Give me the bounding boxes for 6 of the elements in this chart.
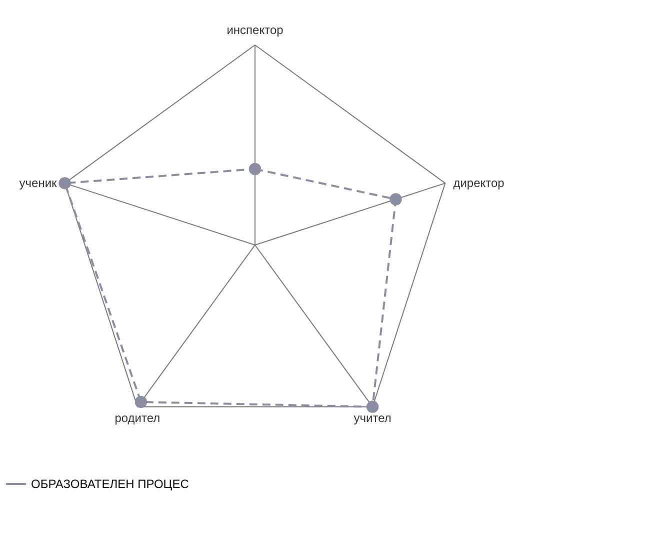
spoke-label: инспектор <box>226 23 284 37</box>
spoke-label: директор <box>453 176 505 190</box>
spoke-label: ученик <box>19 176 58 190</box>
spoke-label: родител <box>114 410 160 425</box>
legend-label: ОБРАЗОВАТЕЛЕН ПРОЦЕС <box>31 477 190 491</box>
spoke-label: учител <box>354 410 392 425</box>
